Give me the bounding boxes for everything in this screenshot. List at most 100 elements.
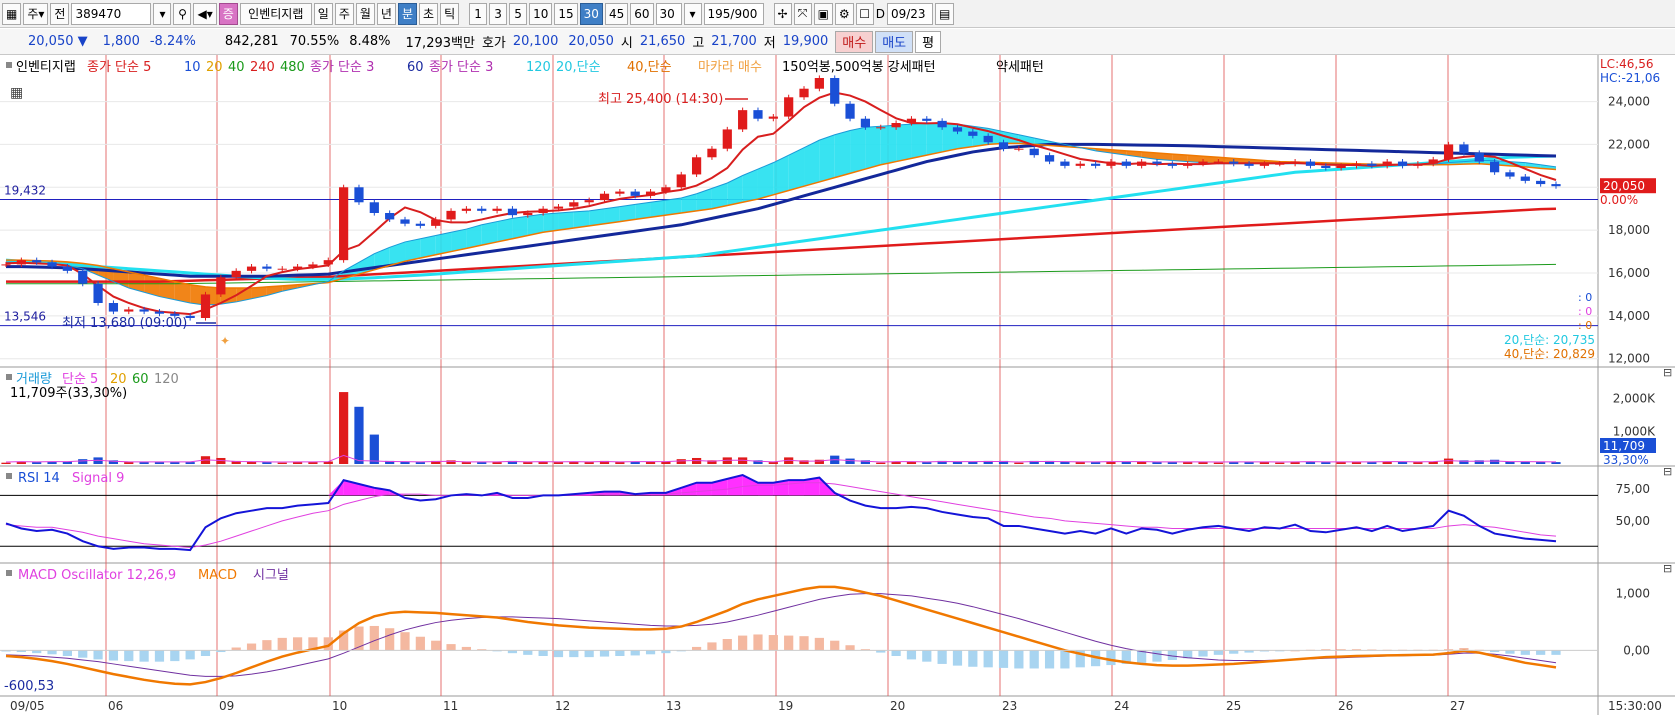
period-button[interactable]: 틱 [440,2,460,25]
draw-tool-icon[interactable]: ⤧ [793,2,812,25]
price-tick-label: 22,000 [1608,137,1650,151]
code-value: 389470 [75,6,122,21]
search-icon[interactable]: ⚲ [173,2,192,25]
legend-layer: 인벤티지랩 종가 단순 5 10 20 40 240 480 종가 단순 3 60 종가 단순 3… [4,60,1044,694]
candle-body [308,264,318,267]
legend-marker [6,62,12,68]
count-field[interactable]: 195/900 [703,2,764,25]
macd-oscillator-bar [1229,650,1239,654]
last-pct-label: 0.00% [1600,193,1638,207]
candle-body [922,118,932,121]
period-button[interactable]: 주 [334,2,354,25]
macd-oscillator-bar [170,650,180,662]
macd-oscillator-bar [339,630,349,651]
interval-button[interactable]: 1 [469,2,488,25]
macd-oscillator-bar [1336,649,1346,651]
buy-button[interactable]: 매수 [835,30,874,53]
macd-oscillator-bar [446,644,456,651]
volume-bar [16,461,26,464]
period-button[interactable]: 년 [376,2,396,25]
ma-cloud-segment [174,281,191,303]
volume-pane [1,392,1561,464]
interval-button[interactable]: 3 [489,2,508,25]
volume-last-tag [1600,438,1656,453]
interval-button[interactable]: 10 [529,2,553,25]
candle-body [1428,159,1438,164]
calendar-icon[interactable]: ▤ [934,2,955,25]
avg-button[interactable]: 평 [915,30,942,53]
legend-ma-period: 120 [526,60,551,75]
save-icon[interactable]: ▣ [813,2,833,25]
candle-body [185,315,195,318]
candle-body [446,210,456,220]
volume-bar [1536,461,1546,464]
volume-bar [1305,461,1316,464]
legend-cloud-2: 40,단순 [627,60,672,75]
price-tick-label: 16,000 [1608,266,1650,280]
ma-cloud-segment [727,175,743,206]
gear-icon[interactable]: ⚙ [834,2,854,25]
macd-tick-label: 0,00 [1623,643,1650,657]
volume-bar [584,462,594,464]
candle-body [830,78,840,104]
rsi-overbought-fill [742,475,758,496]
volume-ratio: 70.55% [289,34,340,49]
candle-body [1229,161,1239,164]
legend-marker [6,473,12,479]
volume-bar [1014,462,1024,464]
price-tick-label: 24,000 [1608,95,1650,109]
code-input[interactable]: 389470 [71,2,152,25]
price-pane: 19,432 13,546 최고 25,400 (14:30) 최저 13,680 (… [0,75,1598,348]
volume-bar [1474,460,1484,464]
candle-body [645,191,656,196]
stock-chart[interactable]: 19,432 13,546 최고 25,400 (14:30) 최저 13,680 (… [0,55,1675,715]
ma-cloud-segment [773,155,789,195]
speaker-icon[interactable]: ◀▾ [193,2,217,25]
crosshair-icon[interactable]: ✢ [773,2,792,25]
stock-badge: 증 [218,2,238,25]
date-field[interactable]: 09/23 [886,2,933,25]
x-tick-label: 09/05 [10,699,45,713]
volume-bar [845,458,855,464]
candle-body [385,213,395,220]
code-dropdown-icon[interactable]: ▾ [153,2,172,25]
period-button[interactable]: 월 [355,2,375,25]
reference-line-label: 13,546 [4,310,46,324]
volume-bar [1259,462,1270,464]
candle-body [1152,161,1162,164]
interval-button[interactable]: 60 [630,2,654,25]
calendar-grid-icon: ▦ [10,85,23,101]
ma-cloud-segment [896,124,912,162]
period-button[interactable]: 초 [419,2,439,25]
interval-dropdown-icon[interactable]: ▾ [683,2,702,25]
date-checkbox[interactable]: ☐ [855,2,874,25]
prev-button[interactable]: 전 [50,2,70,25]
ma-cloud-segment [850,127,866,174]
candle-body [124,309,134,312]
rsi-overbought-fill [328,480,344,496]
interval-button[interactable]: 15 [554,2,578,25]
volume-bar [246,461,257,464]
interval-select[interactable]: 30 [655,2,682,25]
macd-oscillator-bar [1029,650,1039,669]
volume-bar [1275,462,1285,464]
x-tick-label: 09 [219,699,234,713]
menu-icon[interactable]: ▦ [2,2,22,25]
candle-body [1443,144,1454,160]
macd-oscillator-bar [1075,650,1085,668]
candle-body [1551,184,1561,187]
hc-label: HC:-21,06 [1600,71,1660,85]
ma-cloud-segment [589,208,605,226]
x-tick-label: 25 [1226,699,1241,713]
sell-button[interactable]: 매도 [875,30,914,53]
interval-button[interactable]: 5 [509,2,528,25]
volume-bar [553,462,564,464]
macd-oscillator-bar [1060,650,1070,669]
interval-button[interactable]: 30 [579,2,603,25]
rsi-legend-name: RSI 14 [18,471,60,486]
legend-ma-period: 240 [250,60,275,75]
interval-button[interactable]: 45 [604,2,629,25]
period-button[interactable]: 일 [313,2,333,25]
period-button[interactable]: 분 [397,2,418,25]
mode-select[interactable]: 주 ▾ [23,2,49,25]
